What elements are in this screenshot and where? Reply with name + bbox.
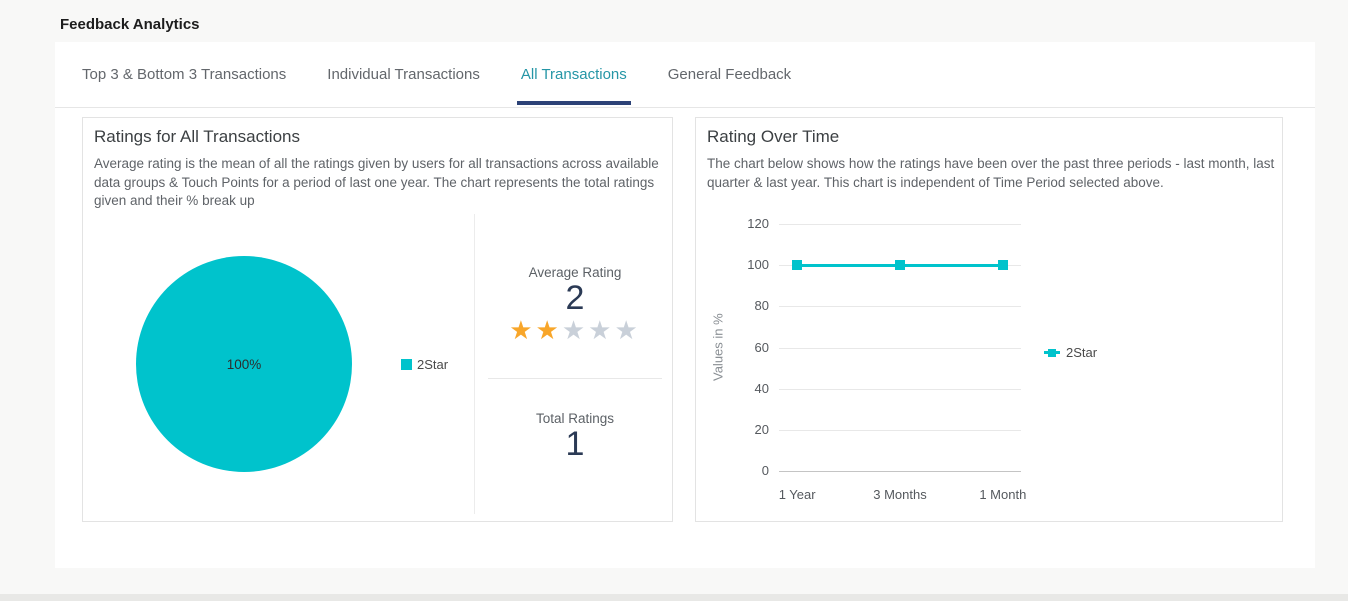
stats-divider	[488, 378, 662, 379]
y-axis-tick: 120	[747, 216, 769, 231]
star-rating: ★★★★★	[482, 315, 668, 345]
gridline	[779, 306, 1021, 308]
star-filled-icon: ★	[509, 315, 536, 345]
y-axis-tick: 80	[754, 298, 769, 314]
legend-swatch-2star	[401, 359, 412, 370]
total-ratings-label: Total Ratings	[535, 411, 615, 426]
x-axis-tick: 1 Month	[979, 487, 1027, 502]
x-axis-tick: 3 Months	[873, 487, 927, 502]
star-empty-icon: ★	[614, 315, 641, 345]
gridline	[779, 388, 1021, 390]
y-axis-tick: 60	[754, 339, 769, 355]
tab-bar: Top 3 & Bottom 3 Transactions Individual…	[55, 42, 1315, 108]
rating-over-time-description: The chart below shows how the ratings ha…	[707, 156, 1275, 190]
y-axis-tick: 40	[754, 380, 769, 396]
y-axis-label: Values in %	[710, 313, 726, 382]
y-axis-tick: 20	[754, 421, 769, 437]
star-empty-icon: ★	[561, 315, 589, 345]
rating-over-time-title: Rating Over Time	[707, 127, 840, 146]
tab-all-transactions[interactable]: All Transactions	[516, 44, 631, 105]
line-legend-label-2star: 2Star	[1066, 345, 1098, 360]
y-axis-tick: 0	[761, 463, 769, 478]
line-legend-item-2star[interactable]: 2Star	[1044, 345, 1097, 360]
pie-legend-item-2star[interactable]: 2Star	[401, 357, 448, 372]
average-rating-value: 2	[565, 279, 585, 317]
rating-over-time-panel: Rating Over Time The chart below shows h…	[695, 117, 1283, 522]
tab-individual-transactions[interactable]: Individual Transactions	[327, 66, 480, 83]
total-ratings-value: 1	[565, 425, 585, 463]
data-point-marker[interactable]	[895, 260, 905, 271]
pie-chart-2star-slice[interactable]	[136, 256, 352, 472]
line-segment	[797, 263, 900, 267]
line-segment	[900, 263, 1003, 267]
gridline	[779, 429, 1021, 431]
page-title: Feedback Analytics	[60, 16, 200, 33]
legend-marker-2star	[1044, 348, 1060, 357]
tab-general-feedback[interactable]: General Feedback	[667, 66, 792, 83]
pie-slice-percentage-label: 100%	[226, 356, 262, 372]
feedback-analytics-card: Top 3 & Bottom 3 Transactions Individual…	[55, 42, 1315, 568]
x-axis-tick: 1 Year	[778, 487, 816, 502]
y-axis-tick: 100	[747, 257, 769, 273]
star-filled-icon: ★	[535, 315, 562, 345]
tab-top3-bottom3-transactions[interactable]: Top 3 & Bottom 3 Transactions	[82, 66, 287, 83]
gridline	[779, 347, 1021, 349]
gridline	[779, 224, 1021, 225]
ratings-panel-description: Average rating is the mean of all the ra…	[94, 156, 659, 208]
footer-strip	[0, 594, 1348, 601]
data-point-marker[interactable]	[997, 260, 1008, 271]
ratings-panel-title: Ratings for All Transactions	[94, 127, 300, 146]
gridline	[779, 471, 1021, 472]
data-point-marker[interactable]	[792, 260, 803, 271]
line-chart: Values in % 2Star 0 20 40 60 80 100 120 1 Year 3…	[696, 118, 1284, 523]
legend-label-2star: 2Star	[417, 357, 449, 372]
star-empty-icon: ★	[588, 315, 615, 345]
average-rating-label: Average Rating	[528, 265, 622, 280]
ratings-for-all-transactions-panel: Ratings for All Transactions Average rat…	[82, 117, 673, 522]
vertical-divider	[474, 214, 475, 514]
